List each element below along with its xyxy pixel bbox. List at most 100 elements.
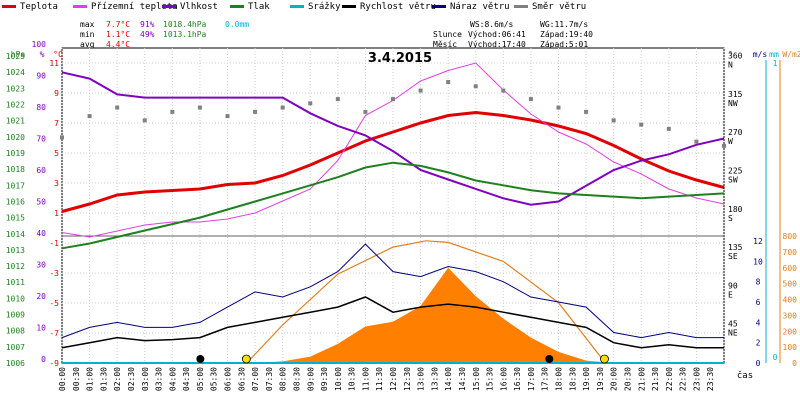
x-tick-label: 13:00 [417, 367, 426, 391]
series-line [61, 296, 724, 349]
x-tick-label: 03:00 [141, 367, 150, 391]
x-tick-label: 15:30 [486, 367, 495, 391]
x-tick-label: 00:00 [58, 367, 67, 391]
wind-direction-point [556, 105, 561, 110]
wind-direction-point [87, 114, 92, 119]
axis-temp-tick: -9 [49, 359, 59, 368]
axis-hpa-tick: 1018 [6, 165, 25, 174]
x-tick-label: 12:30 [403, 367, 412, 391]
wind-direction-point [60, 135, 64, 140]
x-tick-label: 10:30 [348, 367, 357, 391]
axis-dir-tick: W [728, 137, 733, 146]
axis-ms-tick: 2 [756, 339, 761, 348]
axis-dir-tick: 360 [728, 52, 743, 61]
axis-wm2-tick: 500 [783, 280, 798, 289]
legend-swatch [162, 5, 176, 8]
x-tick-label: 23:30 [706, 367, 715, 391]
axis-mm-tick: 0 [773, 353, 778, 362]
axis-dir-tick: NE [728, 329, 738, 338]
legend-item: Tlak [230, 2, 270, 12]
x-tick-label: 18:00 [555, 367, 564, 391]
x-tick-label: 02:30 [127, 367, 136, 391]
x-tick-label: 06:00 [224, 367, 233, 391]
x-tick-label: 03:30 [155, 367, 164, 391]
x-tick-label: 22:30 [679, 367, 688, 391]
wind-direction-point [528, 97, 533, 102]
axis-temp-tick: -5 [49, 299, 59, 308]
axis-hpa-tick: 1013 [6, 246, 25, 255]
stat-max-press: 1018.4hPa [163, 20, 207, 29]
legend-item: Teplota [2, 2, 58, 12]
x-tick-label: 06:30 [237, 367, 246, 391]
axis-dir-tick: SW [728, 175, 738, 184]
axis-dir-tick: S [728, 214, 733, 223]
sun-rise: Východ:06:41 [468, 30, 526, 39]
stat-min-label: min [80, 30, 95, 39]
legend-label: Srážky [308, 2, 341, 12]
sun-curve [246, 240, 606, 364]
chart-title-group: 3.4.2015 [368, 51, 432, 66]
legend-item: Přízemní teplota [73, 2, 178, 12]
axis-hpa-tick: 1025 [6, 52, 25, 61]
stat-max-hum: 91% [140, 20, 155, 29]
wind-direction-point [722, 143, 726, 148]
axis-wm2-label: W/m2 [782, 50, 800, 59]
axis-dir-tick: 90 [728, 281, 738, 290]
axis-hpa-tick: 1022 [6, 101, 25, 110]
axis-ms-label: m/s [753, 50, 768, 59]
x-tick-label: 20:30 [623, 367, 632, 391]
x-tick-label: 01:30 [99, 367, 108, 391]
axis-dir-tick: NW [728, 99, 738, 108]
wind-direction-point [501, 88, 506, 93]
x-tick-label: 14:30 [458, 367, 467, 391]
wind-direction-point [584, 109, 589, 114]
series-line [61, 110, 725, 213]
axis-hpa-tick: 1016 [6, 197, 25, 206]
radiation-fill [255, 267, 614, 363]
axis-dir-tick: 315 [728, 90, 743, 99]
x-tick-label: 08:00 [279, 367, 288, 391]
series-line [61, 243, 724, 339]
x-tick-label: 21:30 [651, 367, 660, 391]
wind-direction-point [225, 114, 230, 119]
chart-series [60, 62, 726, 364]
x-tick-label: 21:00 [637, 367, 646, 391]
x-tick-label: 20:00 [610, 367, 619, 391]
x-tick-label: 07:00 [251, 367, 260, 391]
axis-pct-tick: 20 [36, 292, 46, 301]
axis-ms-tick: 8 [756, 278, 761, 287]
axis-temp-tick: 9 [54, 89, 59, 98]
x-tick-label: 16:30 [513, 367, 522, 391]
axis-hpa-tick: 1024 [6, 68, 25, 77]
axis-pct-tick: 70 [36, 135, 46, 144]
axis-pct-tick: 80 [36, 103, 46, 112]
moon-set: Západ:5:01 [540, 40, 589, 49]
legend-item: Směr větru [514, 2, 586, 12]
axis-wm2-tick: 200 [783, 327, 798, 336]
axis-temp-label: °C [53, 50, 63, 59]
x-tick-label: 19:30 [596, 367, 605, 391]
axis-dir-tick: E [728, 290, 733, 299]
legend-label: Náraz větru [450, 2, 510, 12]
axis-wm2-tick: 800 [783, 232, 798, 241]
axis-temp-tick: 5 [54, 149, 59, 158]
wind-direction-point [639, 122, 644, 127]
axis-temp-tick: -3 [49, 269, 59, 278]
x-tick-label: 16:00 [499, 367, 508, 391]
axis-hpa-label: hPa [11, 50, 26, 59]
axis-hpa-tick: 1007 [6, 343, 25, 352]
stat-avg-temp: 4.4°C [106, 40, 131, 49]
axis-ms-tick: 0 [756, 359, 761, 368]
moon-marker [196, 355, 205, 363]
axis-hpa-tick: 1012 [6, 262, 25, 271]
axis-temp-tick: 11 [49, 59, 59, 68]
axis-hpa-tick: 1011 [6, 278, 25, 287]
x-axis-label: čas [737, 370, 753, 381]
legend-item: Náraz větru [432, 2, 510, 12]
x-tick-label: 09:00 [306, 367, 315, 391]
axis-hpa-tick: 1014 [6, 230, 25, 239]
axis-ms-tick: 4 [756, 318, 761, 327]
axis-temp-tick: -7 [49, 329, 59, 338]
axis-wm2-tick: 600 [783, 264, 798, 273]
chart-title: 3.4.2015 [368, 51, 432, 66]
